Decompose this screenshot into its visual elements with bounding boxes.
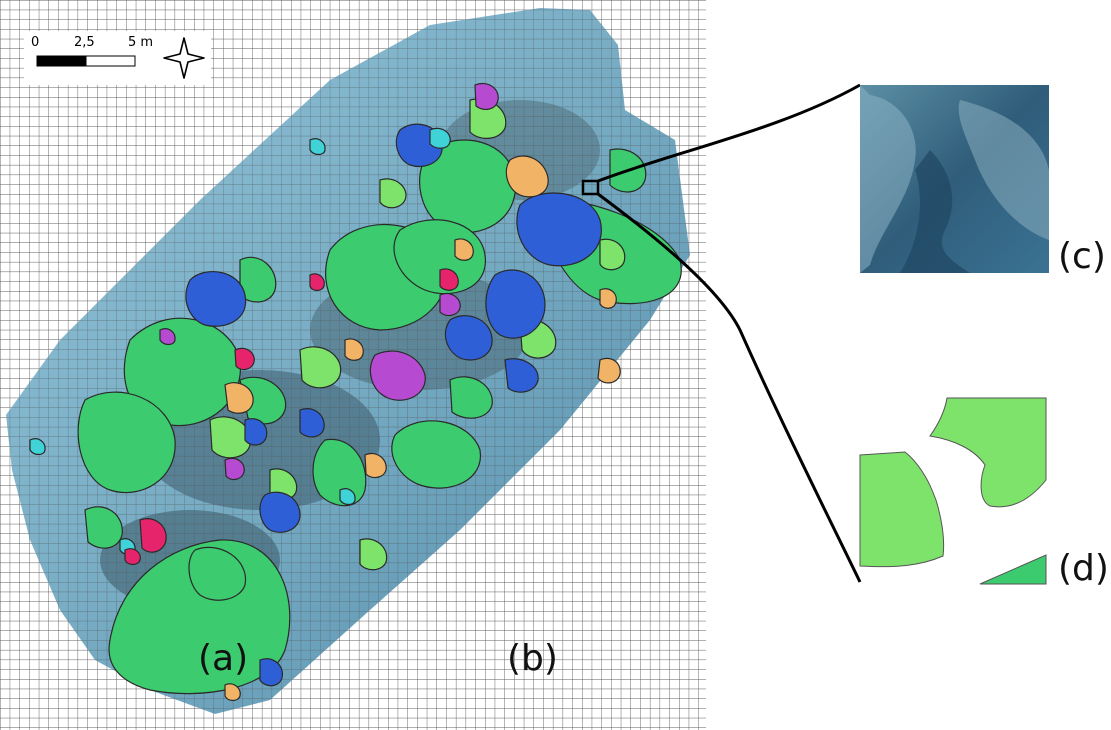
zoom-connector-bottom — [597, 192, 862, 583]
panel-label-d: (d) — [1058, 548, 1109, 589]
scale-bar: 0 2,5 5 m — [24, 31, 211, 85]
scale-tick-mid: 2,5 — [74, 35, 95, 50]
zoom-connector-top — [597, 83, 861, 183]
north-arrow-icon — [163, 37, 205, 79]
inset-zoom-photo — [860, 85, 1049, 273]
segmentation-polygons — [29, 82, 682, 702]
scale-tick-end: 5 m — [128, 35, 153, 50]
scale-tick-0: 0 — [31, 35, 39, 50]
panel-label-c: (c) — [1058, 236, 1106, 277]
scale-bar-white-segment — [85, 55, 136, 67]
panel-label-b: (b) — [507, 638, 558, 679]
panel-label-a: (a) — [198, 638, 248, 679]
zoom-region-marker — [581, 179, 600, 196]
scale-bar-black-segment — [37, 56, 86, 66]
inset-zoom-polygons — [859, 397, 1047, 585]
